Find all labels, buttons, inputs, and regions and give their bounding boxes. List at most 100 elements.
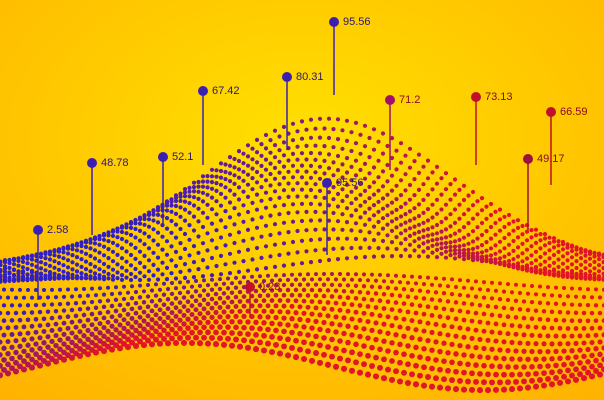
dot (445, 350, 451, 356)
dot (233, 336, 239, 343)
dot (372, 373, 380, 380)
dot (241, 161, 246, 166)
dot (506, 221, 512, 226)
dot (164, 208, 170, 213)
dot (281, 328, 287, 335)
dot (533, 269, 539, 274)
dot (376, 139, 381, 144)
dot (493, 304, 499, 310)
dot (551, 267, 557, 272)
dot (577, 371, 583, 378)
dot (416, 213, 422, 219)
dot (60, 356, 68, 363)
dot (569, 243, 575, 248)
dot (448, 212, 453, 217)
dot (148, 341, 156, 348)
dot (430, 232, 435, 237)
dot (457, 360, 463, 367)
dot (81, 300, 87, 305)
dot (189, 329, 195, 336)
dot (97, 237, 102, 242)
dot (41, 349, 47, 356)
dot (338, 272, 342, 276)
dot (577, 318, 583, 324)
dot (9, 332, 15, 337)
dot (17, 317, 23, 323)
dot (181, 330, 187, 336)
dot (277, 287, 283, 293)
dot (542, 243, 548, 248)
dot (193, 334, 199, 341)
dot (101, 233, 107, 238)
dot (128, 232, 134, 238)
dot (394, 148, 399, 153)
dot (385, 162, 390, 168)
dot (540, 382, 548, 389)
dot (398, 204, 404, 210)
dot (475, 251, 480, 256)
dot (569, 302, 575, 307)
dot (151, 262, 156, 267)
dot (110, 240, 116, 245)
dot (65, 251, 71, 256)
dot (209, 314, 215, 320)
dot (304, 194, 309, 199)
dot (187, 253, 192, 258)
dot (469, 318, 475, 324)
dot (389, 200, 395, 205)
dot (200, 199, 206, 204)
dot (245, 319, 251, 325)
dot (189, 320, 195, 327)
dot (149, 317, 155, 323)
dot (277, 148, 282, 153)
dot (522, 283, 526, 288)
dot (227, 215, 233, 220)
dot (125, 320, 131, 327)
dot (106, 230, 111, 235)
dot (115, 243, 120, 248)
dot (109, 291, 115, 297)
pin-head (245, 282, 255, 292)
dot (196, 206, 201, 211)
dot (376, 188, 381, 193)
dot (110, 277, 116, 282)
dot (369, 363, 375, 369)
dot (9, 318, 15, 323)
dot (257, 293, 263, 299)
dot (473, 362, 479, 368)
dot (554, 285, 558, 290)
dot (389, 292, 395, 298)
dot (49, 302, 55, 307)
dot (20, 366, 28, 373)
dot (93, 334, 99, 341)
dot (485, 320, 491, 326)
dot (301, 298, 307, 304)
dot (353, 221, 359, 226)
dot (254, 160, 260, 165)
dot (160, 260, 165, 265)
dot (17, 343, 23, 349)
dot (65, 275, 71, 280)
dot (232, 181, 237, 186)
dot (38, 272, 44, 277)
dot (513, 331, 519, 337)
dot (597, 351, 603, 358)
dot (295, 250, 300, 255)
dot (335, 219, 341, 224)
dot (272, 264, 278, 269)
dot (410, 274, 414, 279)
dot (221, 281, 227, 286)
dot (341, 277, 347, 282)
dot (74, 248, 80, 253)
dot (259, 173, 264, 178)
dot (196, 179, 201, 185)
dot (388, 376, 396, 383)
dot (341, 288, 347, 294)
dot (484, 204, 489, 209)
dot (398, 214, 404, 219)
dot (470, 239, 476, 244)
dot (335, 168, 341, 173)
dot (79, 243, 84, 249)
dot (129, 339, 135, 346)
dot (398, 241, 404, 246)
